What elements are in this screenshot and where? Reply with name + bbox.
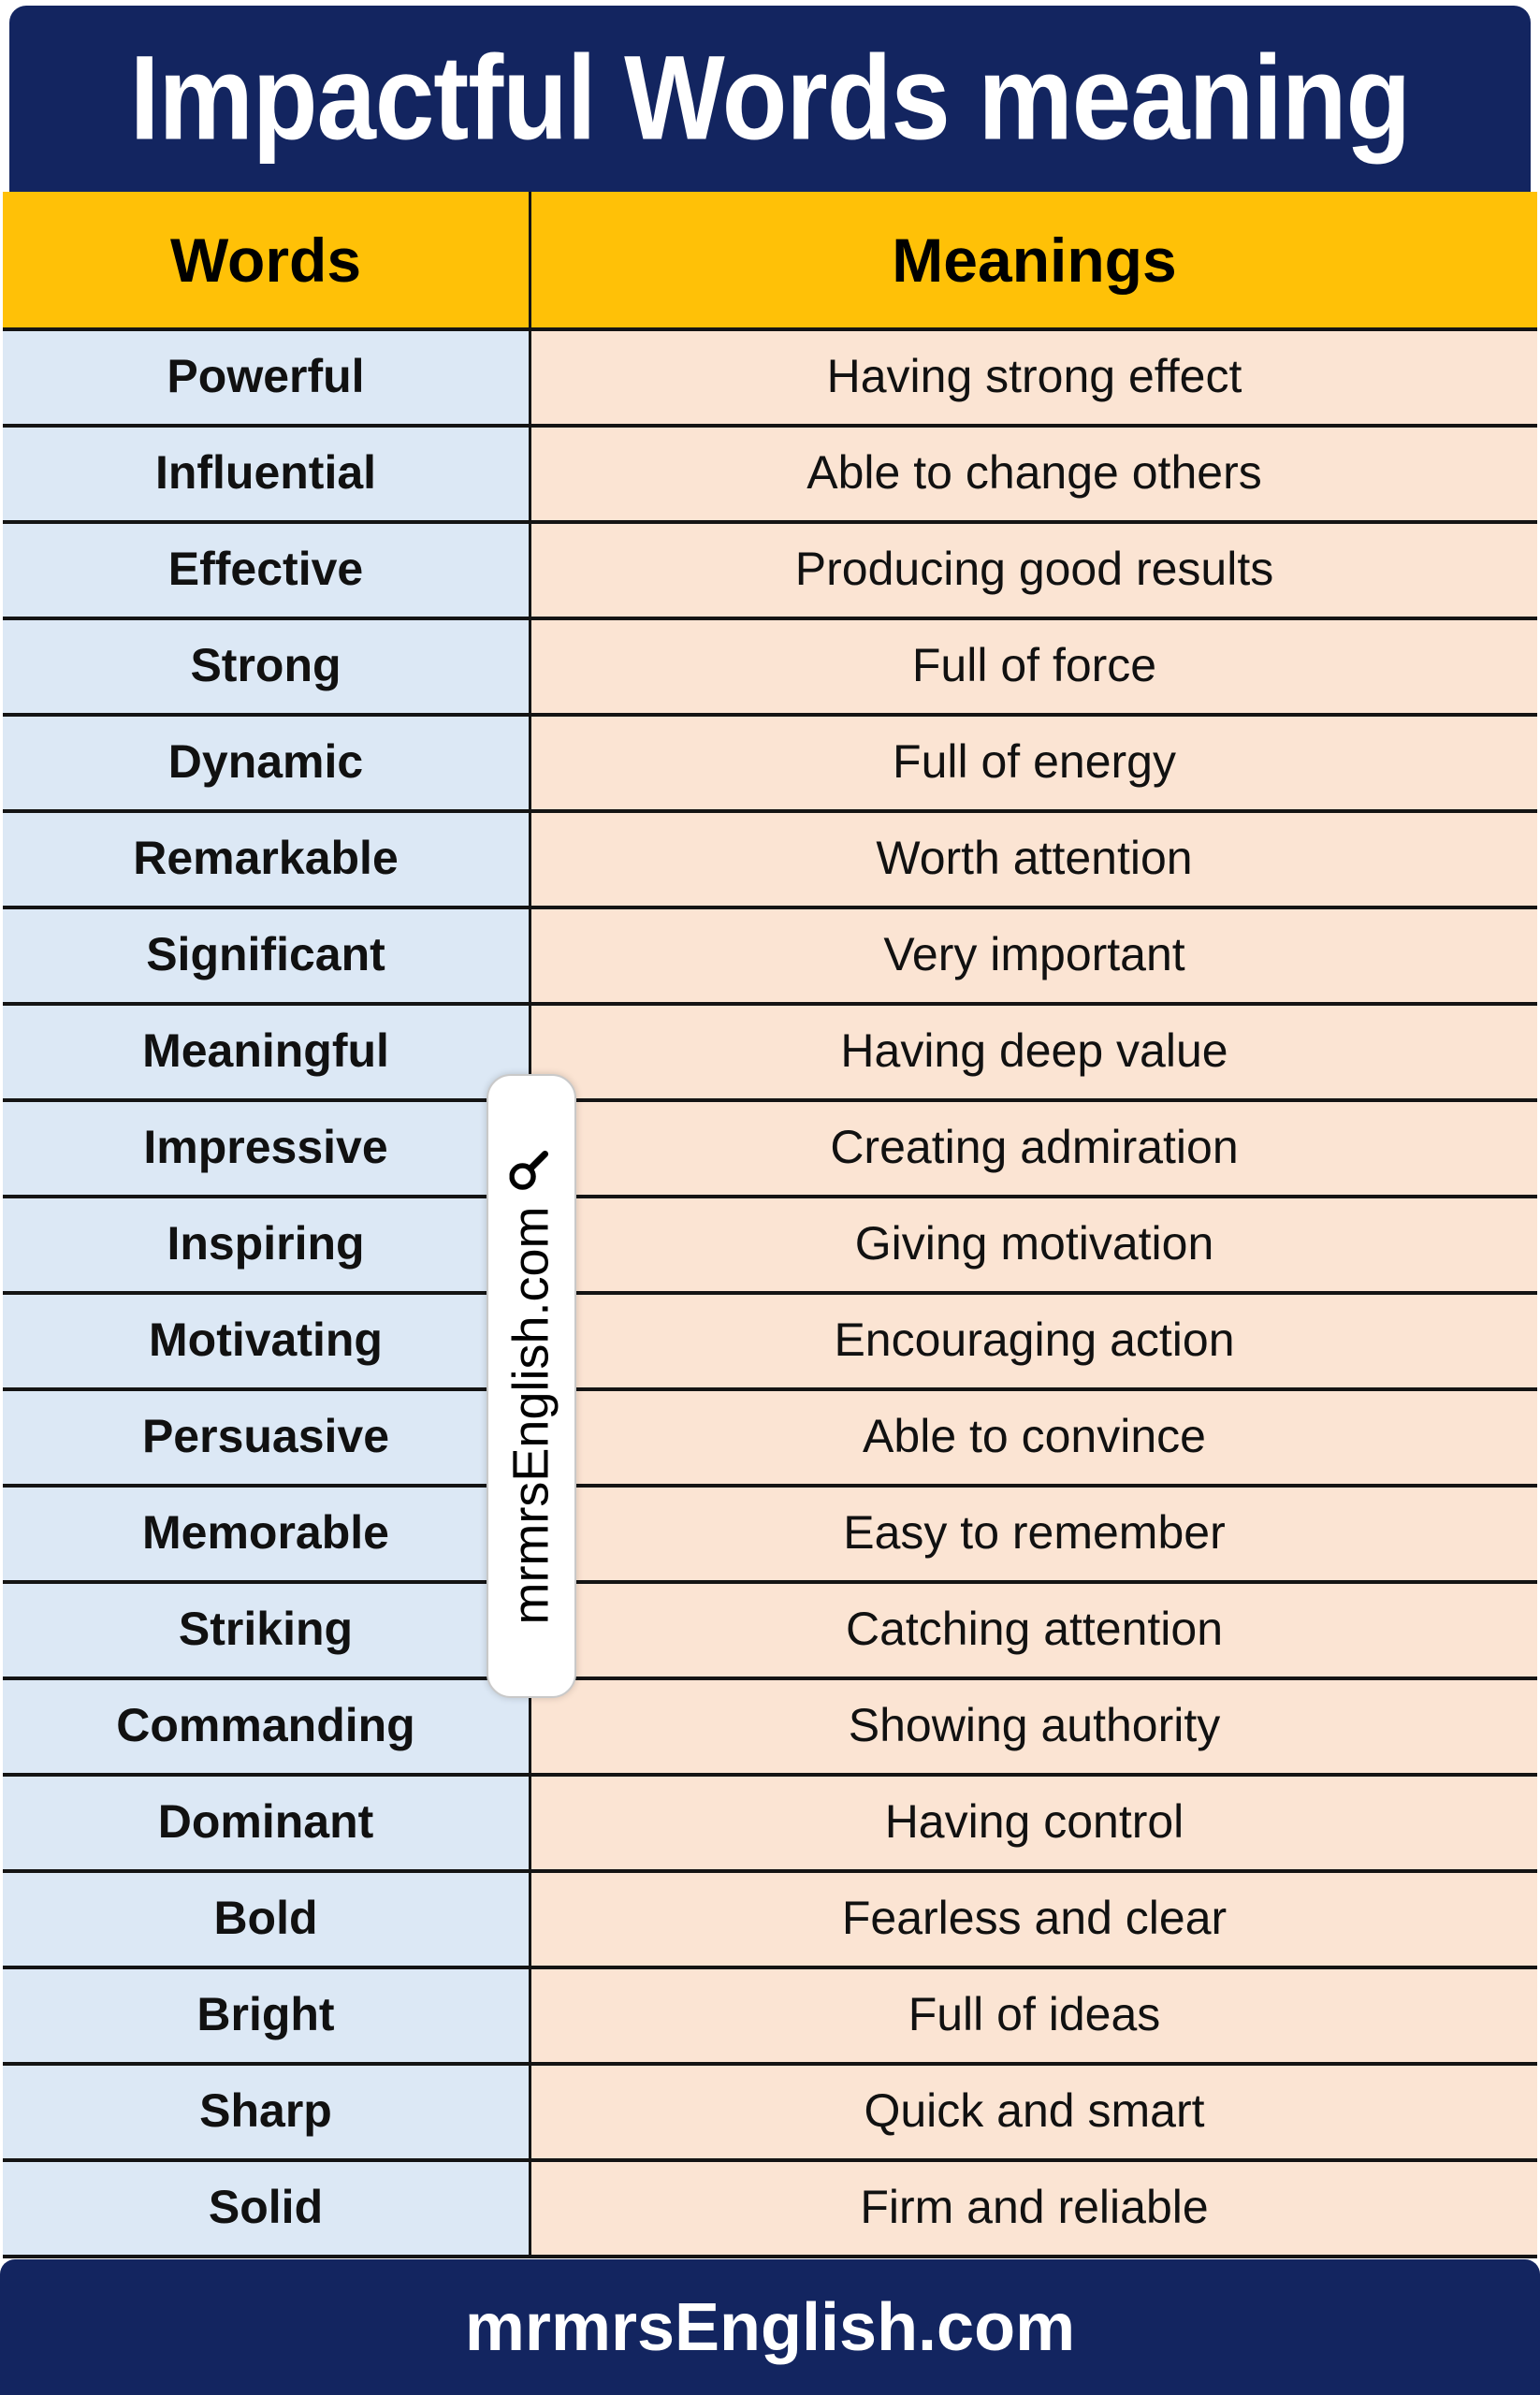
word-cell: Motivating xyxy=(3,1295,531,1387)
table-row: Sharp Quick and smart xyxy=(3,2066,1537,2162)
word-cell: Inspiring xyxy=(3,1198,531,1291)
table-row: Bold Fearless and clear xyxy=(3,1873,1537,1969)
table-row: Dynamic Full of energy xyxy=(3,717,1537,813)
table-header-row: Words Meanings xyxy=(3,192,1537,331)
meaning-cell: Able to convince xyxy=(531,1391,1537,1484)
table-row: Impressive Creating admiration xyxy=(3,1102,1537,1198)
word-cell: Striking xyxy=(3,1584,531,1676)
table-row: Inspiring Giving motivation xyxy=(3,1198,1537,1295)
word-cell: Dominant xyxy=(3,1777,531,1869)
table-row: Bright Full of ideas xyxy=(3,1969,1537,2066)
table-row: Striking Catching attention xyxy=(3,1584,1537,1680)
table-row: Strong Full of force xyxy=(3,620,1537,717)
word-cell: Significant xyxy=(3,909,531,1002)
word-cell: Strong xyxy=(3,620,531,713)
table-row: Solid Firm and reliable xyxy=(3,2162,1537,2258)
table-row: Remarkable Worth attention xyxy=(3,813,1537,909)
meaning-cell: Able to change others xyxy=(531,428,1537,520)
magnifier-icon xyxy=(510,1150,549,1190)
word-cell: Remarkable xyxy=(3,813,531,906)
meaning-cell: Giving motivation xyxy=(531,1198,1537,1291)
word-cell: Memorable xyxy=(3,1488,531,1580)
table-row: Meaningful Having deep value xyxy=(3,1006,1537,1102)
word-cell: Impressive xyxy=(3,1102,531,1195)
title-banner: Impactful Words meaning xyxy=(9,6,1531,192)
meaning-cell: Quick and smart xyxy=(531,2066,1537,2158)
word-cell: Sharp xyxy=(3,2066,531,2158)
meaning-cell: Full of ideas xyxy=(531,1969,1537,2062)
word-cell: Persuasive xyxy=(3,1391,531,1484)
footer-bar: mrmrsEnglish.com xyxy=(0,2259,1540,2395)
word-cell: Solid xyxy=(3,2162,531,2255)
meaning-cell: Worth attention xyxy=(531,813,1537,906)
word-cell: Meaningful xyxy=(3,1006,531,1098)
word-cell: Bright xyxy=(3,1969,531,2062)
word-cell: Dynamic xyxy=(3,717,531,809)
table-row: Dominant Having control xyxy=(3,1777,1537,1873)
page-title: Impactful Words meaning xyxy=(129,32,1411,166)
watermark-pill: mrmrsEnglish.com xyxy=(487,1074,576,1698)
table-row: Effective Producing good results xyxy=(3,524,1537,620)
meaning-cell: Encouraging action xyxy=(531,1295,1537,1387)
footer-text: mrmrsEnglish.com xyxy=(464,2289,1076,2365)
word-cell: Bold xyxy=(3,1873,531,1966)
meaning-cell: Easy to remember xyxy=(531,1488,1537,1580)
meaning-cell: Creating admiration xyxy=(531,1102,1537,1195)
word-cell: Commanding xyxy=(3,1680,531,1773)
table-row: Motivating Encouraging action xyxy=(3,1295,1537,1391)
table-row: Memorable Easy to remember xyxy=(3,1488,1537,1584)
watermark-text: mrmrsEnglish.com xyxy=(503,1205,559,1625)
meaning-cell: Producing good results xyxy=(531,524,1537,617)
table-row: Significant Very important xyxy=(3,909,1537,1006)
header-cell-meanings: Meanings xyxy=(892,225,1177,295)
table-row: Powerful Having strong effect xyxy=(3,331,1537,428)
meaning-cell: Firm and reliable xyxy=(531,2162,1537,2255)
header-cell-words: Words xyxy=(3,192,531,327)
meaning-cell: Showing authority xyxy=(531,1680,1537,1773)
meaning-cell: Having deep value xyxy=(531,1006,1537,1098)
watermark-inner: mrmrsEnglish.com xyxy=(502,1148,560,1624)
meaning-cell: Having strong effect xyxy=(531,331,1537,424)
words-table: Words Meanings Powerful Having strong ef… xyxy=(3,192,1537,2258)
meaning-cell: Very important xyxy=(531,909,1537,1002)
meaning-cell: Catching attention xyxy=(531,1584,1537,1676)
word-cell: Powerful xyxy=(3,331,531,424)
meaning-cell: Full of force xyxy=(531,620,1537,713)
meaning-cell: Full of energy xyxy=(531,717,1537,809)
meaning-cell: Having control xyxy=(531,1777,1537,1869)
word-cell: Influential xyxy=(3,428,531,520)
word-cell: Effective xyxy=(3,524,531,617)
table-row: Influential Able to change others xyxy=(3,428,1537,524)
meaning-cell: Fearless and clear xyxy=(531,1873,1537,1966)
table-row: Persuasive Able to convince xyxy=(3,1391,1537,1488)
table-row: Commanding Showing authority xyxy=(3,1680,1537,1777)
table-body: Powerful Having strong effect Influentia… xyxy=(3,331,1537,2258)
